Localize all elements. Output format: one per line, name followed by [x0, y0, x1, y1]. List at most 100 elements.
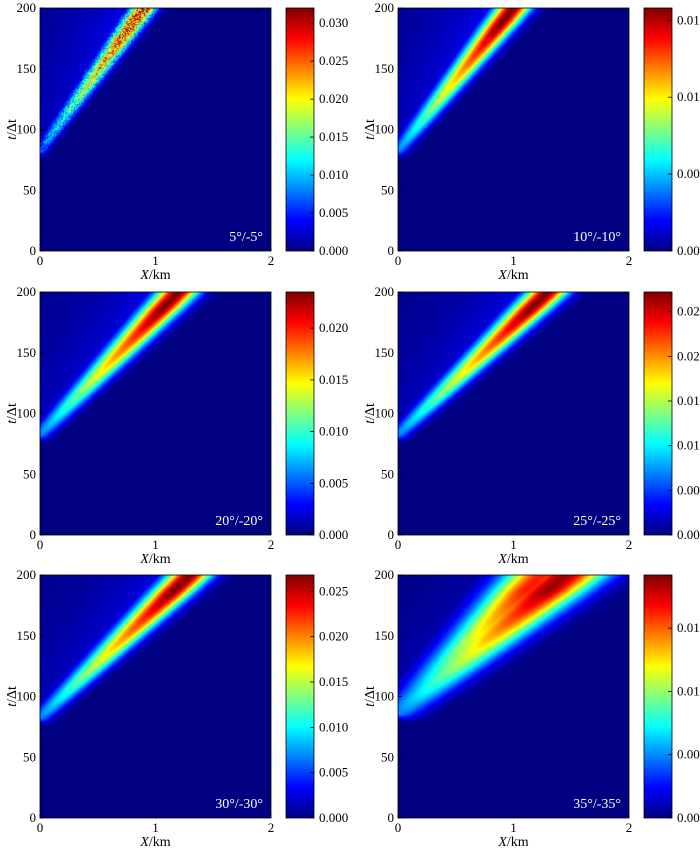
- colorbar: [285, 7, 315, 252]
- x-tick-label: 2: [268, 253, 275, 268]
- colorbar-tick-label: 0.010: [319, 424, 348, 439]
- colorbar-tick-label: 0.005: [677, 747, 700, 762]
- heatmap-panel: 0 50 100 150 200 0 1 2 X/km t/Δt 10°/-10° 0.000 0.00…: [363, 0, 700, 283]
- x-tick-label: 1: [152, 537, 159, 552]
- heatmap-image: [40, 8, 271, 251]
- y-axis-label: t/Δt: [5, 403, 20, 424]
- colorbar-tick-label: 0.000: [319, 243, 348, 258]
- colorbar: [285, 574, 315, 819]
- x-tick-label: 2: [626, 820, 633, 835]
- colorbar-tick-label: 0.020: [319, 320, 348, 335]
- heatmap-panel: 0 50 100 150 200 0 1 2 X/km t/Δt 30°/-30° 0.000 0.00…: [5, 567, 348, 850]
- y-tick-label: 100: [17, 122, 37, 137]
- colorbar-tick-label: 0.025: [319, 53, 348, 68]
- y-tick-label: 0: [30, 527, 37, 542]
- y-tick-label: 200: [17, 567, 37, 582]
- colorbar-tick-label: 0.005: [319, 475, 348, 490]
- colorbar: [643, 7, 673, 252]
- heatmap-image: [398, 8, 629, 251]
- x-axis-label: X/km: [497, 552, 528, 567]
- heatmap-panel: 0 50 100 150 200 0 1 2 X/km t/Δt 25°/-25° 0.000 0.00…: [363, 284, 700, 567]
- panel-angle-label: 30°/-30°: [215, 797, 263, 812]
- y-tick-label: 0: [30, 243, 37, 258]
- y-axis-label: t/Δt: [5, 686, 20, 707]
- y-tick-label: 50: [23, 466, 36, 481]
- colorbar-tick-label: 0.000: [319, 810, 348, 825]
- x-tick-label: 0: [395, 820, 402, 835]
- y-tick-label: 0: [388, 527, 395, 542]
- colorbar: [643, 291, 673, 536]
- y-tick-label: 200: [375, 284, 395, 299]
- colorbar-tick-label: 0.015: [319, 372, 348, 387]
- y-tick-label: 150: [375, 345, 395, 360]
- colorbar-tick-label: 0.000: [677, 527, 700, 542]
- panel-angle-label: 5°/-5°: [229, 230, 263, 245]
- x-tick-label: 2: [268, 820, 275, 835]
- colorbar-tick-label: 0.005: [677, 482, 700, 497]
- y-tick-label: 150: [375, 61, 395, 76]
- panel-angle-label: 35°/-35°: [573, 797, 621, 812]
- y-axis-label: t/Δt: [363, 686, 378, 707]
- heatmap-panel: 0 50 100 150 200 0 1 2 X/km t/Δt 35°/-35° 0.000 0.00…: [363, 567, 700, 850]
- x-tick-label: 0: [37, 253, 44, 268]
- colorbar-tick-label: 0.000: [319, 527, 348, 542]
- y-tick-label: 150: [17, 628, 37, 643]
- heatmap-image: [398, 292, 629, 535]
- x-axis-label: X/km: [139, 552, 170, 567]
- colorbar-tick-label: 0.005: [319, 765, 348, 780]
- y-tick-label: 150: [375, 628, 395, 643]
- y-axis-label: t/Δt: [5, 119, 20, 140]
- y-tick-label: 200: [17, 284, 37, 299]
- x-axis-label: X/km: [139, 835, 170, 850]
- colorbar-tick-label: 0.010: [677, 438, 700, 453]
- colorbar-tick-label: 0.025: [677, 304, 700, 319]
- y-tick-label: 100: [375, 406, 395, 421]
- x-axis-label: X/km: [139, 268, 170, 283]
- x-tick-label: 1: [152, 253, 159, 268]
- x-tick-label: 0: [395, 253, 402, 268]
- y-tick-label: 150: [17, 61, 37, 76]
- panel-angle-label: 10°/-10°: [573, 230, 621, 245]
- panel-angle-label: 25°/-25°: [573, 514, 621, 529]
- colorbar: [643, 574, 673, 819]
- x-tick-label: 1: [152, 820, 159, 835]
- x-tick-label: 1: [510, 253, 517, 268]
- x-tick-label: 1: [510, 820, 517, 835]
- y-tick-label: 50: [381, 749, 394, 764]
- colorbar-tick-label: 0.030: [319, 15, 348, 30]
- colorbar-tick-label: 0.015: [319, 129, 348, 144]
- x-axis-label: X/km: [497, 835, 528, 850]
- y-tick-label: 200: [17, 0, 37, 15]
- colorbar: [285, 291, 315, 536]
- colorbar-tick-label: 0.020: [319, 629, 348, 644]
- heatmap-image: [398, 575, 629, 818]
- colorbar-tick-label: 0.005: [677, 166, 700, 181]
- heatmap-image: [40, 292, 271, 535]
- colorbar-tick-label: 0.000: [677, 810, 700, 825]
- y-tick-label: 100: [375, 122, 395, 137]
- colorbar-tick-label: 0.010: [319, 719, 348, 734]
- y-tick-label: 200: [375, 567, 395, 582]
- colorbar-tick-label: 0.020: [319, 91, 348, 106]
- x-tick-label: 2: [626, 537, 633, 552]
- heatmap-panel: 0 50 100 150 200 0 1 2 X/km t/Δt 20°/-20° 0.000 0.00…: [5, 284, 348, 567]
- x-tick-label: 1: [510, 537, 517, 552]
- y-tick-label: 50: [23, 182, 36, 197]
- y-tick-label: 150: [17, 345, 37, 360]
- y-tick-label: 0: [388, 243, 395, 258]
- heatmap-image: [40, 575, 271, 818]
- y-axis-label: t/Δt: [363, 119, 378, 140]
- y-tick-label: 0: [388, 810, 395, 825]
- y-tick-label: 200: [375, 0, 395, 15]
- x-tick-label: 0: [37, 820, 44, 835]
- x-axis-label: X/km: [497, 268, 528, 283]
- x-tick-label: 2: [268, 537, 275, 552]
- y-tick-label: 50: [23, 749, 36, 764]
- y-tick-label: 0: [30, 810, 37, 825]
- x-tick-label: 0: [37, 537, 44, 552]
- y-tick-label: 100: [17, 406, 37, 421]
- colorbar-tick-label: 0.015: [677, 393, 700, 408]
- colorbar-tick-label: 0.015: [319, 674, 348, 689]
